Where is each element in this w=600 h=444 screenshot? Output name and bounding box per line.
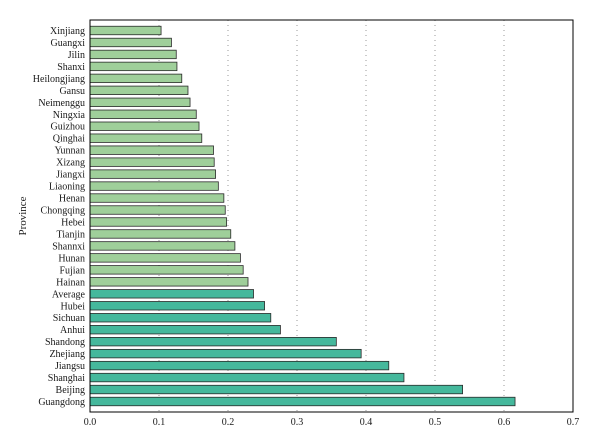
category-label: Ningxia (53, 110, 86, 121)
x-tick-labels: 0.0 0.1 0.2 0.3 0.4 0.5 0.6 0.7 (84, 417, 580, 428)
bar-jilin (89, 49, 177, 60)
bar-henan (89, 193, 225, 203)
bar-jiangsu (89, 360, 390, 371)
category-label: Beijing (56, 385, 85, 396)
bar-anhui (89, 325, 281, 335)
category-label: Jiangxi (56, 170, 85, 181)
bar-xizang (89, 157, 215, 167)
x-tick-label: 0.0 (84, 417, 97, 428)
category-label: Heilongjiang (33, 74, 85, 85)
category-label: Anhui (60, 325, 85, 336)
x-tick-label: 0.2 (222, 417, 235, 428)
category-label: Neimenggu (38, 98, 85, 109)
category-label: Average (52, 289, 86, 300)
category-label: Hainan (56, 277, 85, 288)
category-label: Guangdong (38, 397, 85, 408)
bar-ningxia (89, 109, 197, 119)
bar-chongqing (89, 205, 226, 215)
category-label: Jiangsu (55, 361, 85, 372)
bar-xinjiang (89, 25, 162, 36)
x-tick-label: 0.1 (153, 417, 166, 428)
bar-guizhou (89, 121, 200, 131)
category-label: Qinghai (53, 134, 85, 145)
bar-hunan (89, 253, 241, 263)
category-label: Sichuan (53, 313, 85, 324)
bar-hebei (89, 217, 228, 227)
bar-fujian (89, 265, 244, 275)
category-label: Shandong (45, 337, 85, 348)
bar-hubei (89, 301, 265, 311)
bar-heilongjiang (89, 73, 183, 84)
category-label: Hebei (61, 217, 85, 228)
bar-shanghai (89, 372, 405, 383)
category-label: Guangxi (51, 38, 86, 49)
category-label: Guizhou (51, 122, 85, 133)
category-label: Henan (59, 194, 85, 205)
bar-neimenggu (89, 97, 191, 107)
bars-layer (89, 25, 516, 407)
x-tick-label: 0.3 (291, 417, 304, 428)
bar-beijing (89, 384, 464, 395)
bar-guangxi (89, 37, 172, 48)
category-label: Shanxi (57, 62, 85, 73)
category-label: Fujian (59, 265, 85, 276)
bar-shannxi (89, 241, 236, 251)
bar-zhejiang (89, 348, 362, 359)
bar-hainan (89, 277, 249, 287)
bar-qinghai (89, 133, 203, 143)
category-label: Shannxi (52, 241, 85, 252)
y-axis-title: Province (17, 196, 29, 235)
category-label: Hubei (61, 301, 86, 312)
x-tick-label: 0.5 (429, 417, 442, 428)
category-label: Gansu (59, 86, 85, 97)
category-label: Zhejiang (49, 349, 85, 360)
category-label: Chongqing (41, 206, 85, 217)
bar-jiangxi (89, 169, 216, 179)
bar-gansu (89, 85, 189, 95)
x-tick-label: 0.7 (567, 417, 580, 428)
category-label: Xinjiang (50, 26, 85, 37)
bar-shandong (89, 337, 337, 347)
bar-liaoning (89, 181, 219, 191)
bar-average (89, 289, 254, 299)
category-label: Liaoning (49, 182, 85, 193)
x-tick-label: 0.4 (360, 417, 373, 428)
grid-layer (158, 20, 505, 412)
plot-frame (89, 19, 574, 413)
category-label: Tianjin (56, 229, 85, 240)
category-label: Xizang (56, 158, 85, 169)
bar-tianjin (89, 229, 232, 239)
category-label: Shanghai (48, 373, 85, 384)
category-label: Jilin (68, 50, 85, 61)
bar-guangdong (89, 396, 516, 407)
bar-yunnan (89, 145, 214, 155)
x-tick-label: 0.6 (498, 417, 511, 428)
category-labels: XinjiangGuangxiJilinShanxiHeilongjiangGa… (33, 26, 86, 408)
category-label: Yunnan (54, 146, 85, 157)
bar-shanxi (89, 61, 178, 72)
bar-sichuan (89, 313, 272, 323)
category-label: Hunan (58, 253, 85, 264)
